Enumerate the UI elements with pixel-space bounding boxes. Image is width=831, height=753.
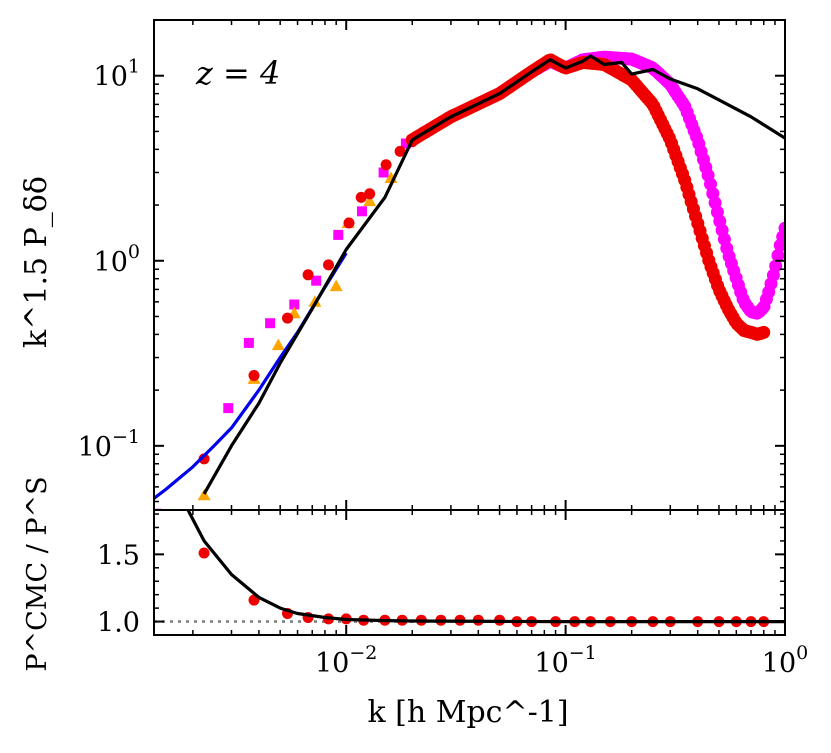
red-band-point: [757, 325, 771, 339]
black-ratio-line-path: [186, 510, 785, 624]
x-tick-label: 10−2: [315, 642, 377, 679]
red-circles: [198, 136, 418, 465]
black-line: [202, 54, 785, 495]
red-circles-point: [364, 188, 376, 200]
magenta-squares-point: [243, 337, 254, 348]
magenta-band-point: [769, 259, 783, 273]
red-ratio-circles-point: [198, 547, 210, 559]
x-tick-label: 100: [762, 642, 808, 679]
magenta-squares-point: [400, 138, 411, 149]
black-ratio-line: [186, 510, 785, 624]
red-circles-point: [198, 453, 210, 465]
red-circles-point: [343, 217, 355, 229]
red-circles-point: [302, 269, 314, 281]
orange-triangles-point: [271, 338, 285, 351]
red-circles-point: [323, 259, 334, 271]
y-tick-label: 10−1: [78, 426, 140, 463]
magenta-band-point: [778, 221, 785, 235]
top-panel-frame: [153, 19, 786, 511]
orange-triangles-point: [363, 194, 377, 207]
magenta-squares-point: [357, 206, 367, 217]
magenta-squares-point: [311, 275, 322, 286]
orange-triangles-point: [329, 279, 343, 292]
magenta-squares-point: [265, 318, 276, 329]
red-circles-point: [355, 191, 367, 203]
bottom-y-axis-label: P^CMC / P^S: [22, 476, 53, 671]
magenta-squares-point: [289, 299, 300, 310]
magenta-squares: [154, 138, 411, 510]
black-line-path: [202, 54, 785, 495]
bottom-panel-frame: [153, 509, 786, 636]
red-circles-point: [248, 370, 260, 381]
magenta-band-point: [771, 249, 785, 262]
red-circles-point: [394, 145, 406, 157]
orange-triangles-point: [197, 488, 211, 501]
magenta-squares-point: [333, 229, 344, 240]
y-tick-label: 100: [94, 241, 140, 278]
red-circles-point: [380, 159, 392, 171]
y-tick-label: 1.0: [97, 608, 140, 639]
top-panel-plot-area: [154, 50, 785, 510]
magenta-squares-point: [378, 167, 389, 178]
red-ratio-circles: [198, 547, 770, 628]
bottom-panel-plot-area: [154, 510, 785, 628]
magenta-squares-point: [223, 403, 234, 414]
red-circles-point: [282, 312, 293, 324]
y-tick-label: 1.5: [97, 540, 140, 571]
redshift-annotation: z = 4: [195, 54, 280, 92]
y-tick-label: 101: [94, 56, 140, 93]
top-y-axis-label: k^1.5 P_δδ: [19, 176, 54, 348]
magenta-band: [405, 50, 785, 320]
x-tick-label: 10−1: [534, 642, 596, 679]
tick-labels: 10−1 100 101 1.0 1.5 10−2 10−1 100: [78, 56, 809, 679]
x-axis-label: k [h Mpc^-1]: [367, 695, 568, 730]
